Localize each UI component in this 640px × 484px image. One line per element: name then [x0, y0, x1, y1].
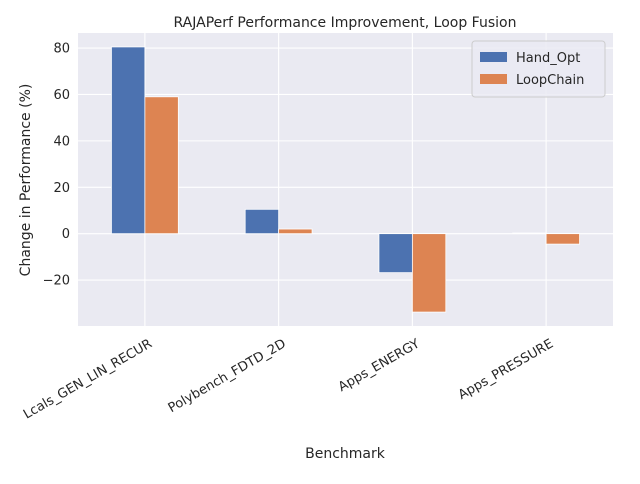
legend: Hand_Opt LoopChain: [471, 40, 606, 98]
y-tick-label: 0: [62, 227, 70, 242]
bar-loopchain: [545, 233, 580, 245]
x-tick-label: Polybench_FDTD_2D: [166, 336, 289, 416]
y-tick-label: 60: [53, 88, 70, 103]
x-tick-label: Apps_ENERGY: [336, 336, 423, 395]
y-axis-label: Change in Performance (%): [18, 84, 34, 277]
bar-hand-opt: [512, 232, 547, 235]
bar-loopchain: [144, 96, 179, 235]
bar-loopchain: [278, 228, 313, 235]
bar-hand-opt: [378, 233, 413, 274]
legend-label: LoopChain: [516, 73, 584, 88]
bar-hand-opt: [244, 208, 280, 235]
legend-swatch: [480, 74, 507, 84]
legend-swatch: [480, 52, 507, 62]
bar-hand-opt: [111, 46, 146, 235]
y-tick-label: 40: [53, 134, 70, 149]
x-axis-label: Benchmark: [305, 446, 386, 462]
y-tick-label: 80: [53, 42, 70, 57]
y-tick-label: 20: [53, 181, 70, 196]
x-tick-label: Lcals_GEN_LIN_RECUR: [21, 336, 155, 422]
y-tick-label: −20: [43, 274, 70, 289]
legend-box: [471, 40, 606, 98]
x-tick-label: Apps_PRESSURE: [456, 336, 556, 403]
chart-title: RAJAPerf Performance Improvement, Loop F…: [174, 15, 517, 31]
legend-label: Hand_Opt: [516, 51, 580, 66]
bar-loopchain: [411, 233, 447, 313]
